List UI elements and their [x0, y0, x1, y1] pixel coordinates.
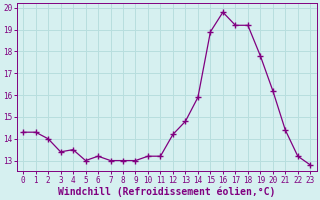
X-axis label: Windchill (Refroidissement éolien,°C): Windchill (Refroidissement éolien,°C): [58, 186, 276, 197]
